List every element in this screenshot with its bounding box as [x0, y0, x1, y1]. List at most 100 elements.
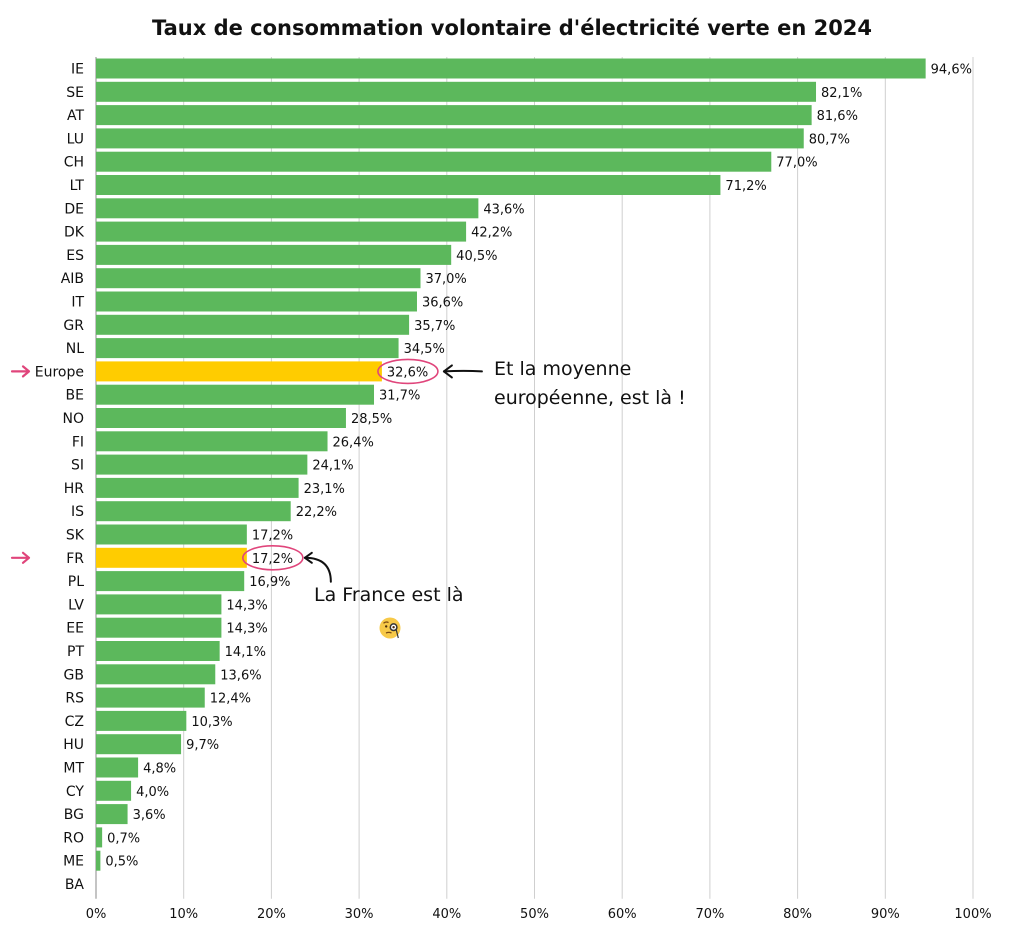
category-label: BA	[65, 877, 85, 893]
face-with-monocle-icon	[379, 617, 401, 639]
category-label: AIB	[61, 271, 84, 287]
value-label: 14,1%	[225, 645, 266, 660]
bar	[96, 244, 452, 265]
category-label: ES	[66, 248, 84, 264]
category-label: FI	[72, 434, 84, 450]
value-label: 42,2%	[471, 226, 512, 241]
europe-annotation-line-1: Et la moyenne	[494, 358, 632, 380]
value-label: 36,6%	[422, 296, 463, 311]
category-label: NO	[63, 411, 85, 427]
bar	[96, 175, 721, 195]
bar	[96, 384, 375, 405]
category-label: IE	[71, 62, 84, 78]
x-tick-label: 50%	[520, 907, 549, 922]
value-label: 80,7%	[809, 132, 850, 147]
category-label: DK	[64, 225, 85, 241]
x-tick-label: 10%	[169, 907, 198, 922]
category-label: SK	[66, 528, 85, 544]
value-label: 13,6%	[220, 668, 261, 683]
value-label: 77,0%	[776, 156, 817, 171]
bar	[96, 524, 247, 545]
chart-title: Taux de consommation volontaire d'électr…	[151, 16, 873, 40]
europe-annotation: Et la moyenne européenne, est là !	[494, 355, 686, 413]
category-label: MT	[63, 761, 84, 777]
bar	[96, 734, 182, 755]
value-label: 28,5%	[351, 412, 392, 427]
bar	[96, 757, 139, 778]
bars	[96, 58, 926, 871]
value-label: 10,3%	[191, 715, 232, 730]
pointer-arrow-head-icon	[303, 551, 313, 564]
bar	[96, 641, 220, 661]
bar	[96, 268, 421, 289]
value-label: 23,1%	[304, 482, 345, 497]
value-label: 4,0%	[136, 785, 169, 800]
value-label: 16,9%	[249, 575, 290, 590]
value-label: 43,6%	[483, 202, 524, 217]
value-label: 37,0%	[425, 272, 466, 287]
category-label: CZ	[65, 714, 84, 730]
category-label: IT	[71, 295, 84, 311]
category-label: LV	[68, 597, 84, 613]
bar	[96, 221, 467, 242]
category-label: IS	[71, 504, 84, 520]
labels: IE 94,6% SE 82,1% AT 81,6% LU 80,7% CH 77,0% LT 71,…	[35, 62, 972, 894]
value-label: 35,7%	[414, 319, 455, 334]
category-label: PT	[67, 644, 84, 660]
pointer-arrow-head-icon	[442, 364, 453, 379]
category-label: Europe	[35, 364, 84, 380]
category-label: GR	[63, 318, 84, 334]
bar	[96, 151, 772, 172]
value-label: 81,6%	[817, 109, 858, 124]
bar	[96, 431, 328, 452]
bar	[96, 81, 817, 102]
category-label: CY	[66, 784, 85, 800]
x-tick-label: 80%	[783, 907, 812, 922]
france-annotation: La France est là	[314, 584, 464, 606]
x-tick-label: 60%	[608, 907, 637, 922]
bar	[96, 501, 291, 522]
category-label: SE	[66, 85, 84, 101]
value-label: 82,1%	[821, 86, 862, 101]
bar	[96, 58, 926, 79]
value-label: 26,4%	[333, 435, 374, 450]
value-label: 4,8%	[143, 762, 176, 777]
pointer-arrow-icon	[303, 556, 332, 583]
value-label: 14,3%	[226, 622, 267, 637]
category-label: AT	[67, 108, 84, 124]
category-label: SI	[71, 458, 84, 474]
bar	[96, 827, 103, 848]
value-label: 40,5%	[456, 249, 497, 264]
value-label: 24,1%	[312, 459, 353, 474]
pointer-arrow-icon	[442, 369, 483, 373]
category-label: HR	[64, 481, 85, 497]
bar	[96, 594, 222, 615]
bar	[96, 804, 128, 825]
europe-annotation-line-2: européenne, est là !	[494, 387, 686, 409]
value-label: 3,6%	[133, 808, 166, 823]
bar	[96, 338, 399, 359]
value-label: 17,2%	[252, 529, 293, 544]
category-label: PL	[68, 574, 84, 590]
annotation-marks	[10, 358, 483, 583]
category-label: EE	[66, 621, 84, 637]
value-label: 9,7%	[186, 738, 219, 753]
category-label: ME	[63, 854, 84, 870]
category-label: BG	[64, 807, 84, 823]
value-label: 12,4%	[210, 692, 251, 707]
value-label: 94,6%	[931, 63, 972, 78]
value-label: 34,5%	[404, 342, 445, 357]
value-label: 14,3%	[226, 598, 267, 613]
bar	[96, 361, 382, 382]
bar	[96, 198, 479, 219]
category-label: DE	[64, 201, 84, 217]
bar	[96, 850, 101, 871]
x-tick-label: 100%	[954, 907, 991, 922]
value-label: 22,2%	[296, 505, 337, 520]
category-label: RO	[63, 830, 84, 846]
bar	[96, 408, 346, 428]
highlight-arrow-icon	[10, 551, 31, 564]
value-label: 31,7%	[379, 389, 420, 404]
bar	[96, 664, 216, 685]
